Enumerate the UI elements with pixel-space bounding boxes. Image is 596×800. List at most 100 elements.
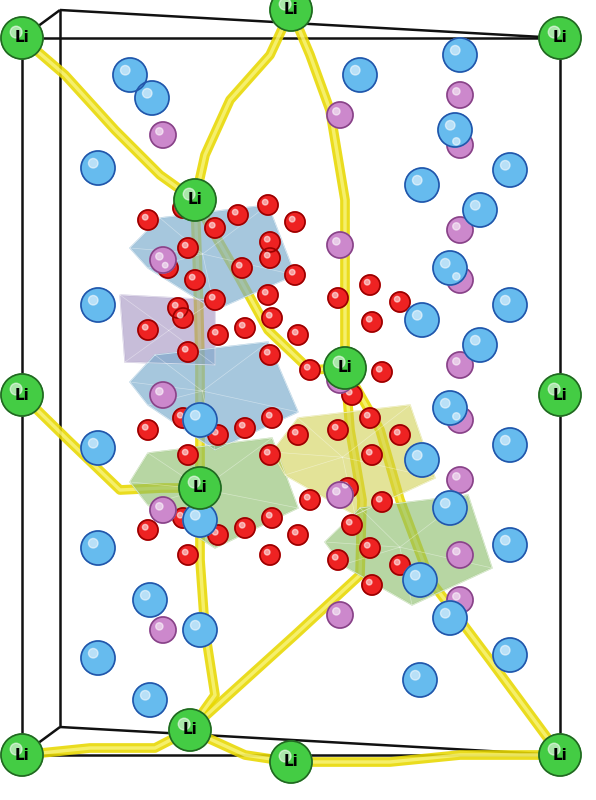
Circle shape: [142, 325, 148, 330]
Circle shape: [367, 316, 372, 322]
Circle shape: [208, 425, 228, 445]
Circle shape: [395, 296, 400, 302]
Circle shape: [440, 498, 450, 508]
Circle shape: [447, 352, 473, 378]
Circle shape: [205, 290, 225, 310]
Circle shape: [142, 89, 152, 98]
Circle shape: [260, 545, 280, 565]
Circle shape: [212, 530, 218, 535]
Circle shape: [190, 274, 195, 280]
Circle shape: [156, 388, 163, 395]
Circle shape: [447, 467, 473, 493]
Circle shape: [433, 391, 467, 425]
Circle shape: [343, 58, 377, 92]
Circle shape: [168, 298, 188, 318]
Circle shape: [440, 609, 450, 618]
Circle shape: [539, 734, 581, 776]
Circle shape: [453, 413, 460, 420]
Text: Li: Li: [552, 387, 567, 402]
Circle shape: [266, 312, 272, 318]
Circle shape: [178, 238, 198, 258]
Circle shape: [191, 510, 200, 520]
Circle shape: [173, 508, 193, 528]
Circle shape: [81, 151, 115, 185]
Circle shape: [405, 303, 439, 337]
Circle shape: [328, 288, 348, 308]
Circle shape: [1, 374, 43, 416]
Circle shape: [240, 522, 245, 528]
Circle shape: [88, 438, 98, 448]
Circle shape: [235, 318, 255, 338]
Circle shape: [285, 265, 305, 285]
Circle shape: [237, 262, 242, 268]
Circle shape: [548, 743, 560, 755]
Circle shape: [179, 467, 221, 509]
Circle shape: [260, 248, 280, 268]
Circle shape: [463, 193, 497, 227]
Circle shape: [265, 450, 270, 455]
Polygon shape: [130, 205, 295, 310]
Circle shape: [265, 253, 270, 258]
Circle shape: [212, 430, 218, 435]
Circle shape: [232, 210, 238, 215]
Circle shape: [447, 407, 473, 433]
Circle shape: [183, 503, 217, 537]
Circle shape: [342, 385, 362, 405]
Circle shape: [81, 431, 115, 465]
Circle shape: [266, 513, 272, 518]
Circle shape: [539, 17, 581, 59]
Circle shape: [191, 410, 200, 420]
Circle shape: [364, 542, 370, 548]
Circle shape: [338, 348, 358, 368]
Circle shape: [433, 601, 467, 635]
Circle shape: [493, 638, 527, 672]
Circle shape: [463, 328, 497, 362]
Circle shape: [113, 58, 147, 92]
Circle shape: [162, 262, 168, 268]
Text: Li: Li: [15, 30, 29, 46]
Circle shape: [178, 513, 183, 518]
Circle shape: [367, 450, 372, 455]
Circle shape: [240, 422, 245, 428]
Circle shape: [438, 113, 472, 147]
Circle shape: [333, 424, 338, 430]
Circle shape: [405, 443, 439, 477]
Circle shape: [142, 525, 148, 530]
Circle shape: [327, 102, 353, 128]
Circle shape: [300, 490, 320, 510]
Circle shape: [293, 430, 298, 435]
Circle shape: [372, 492, 392, 512]
Circle shape: [10, 383, 22, 395]
Circle shape: [453, 593, 460, 600]
Circle shape: [548, 26, 560, 38]
Text: Li: Li: [15, 747, 29, 762]
Circle shape: [453, 548, 460, 555]
Circle shape: [364, 413, 370, 418]
Circle shape: [447, 132, 473, 158]
Circle shape: [142, 424, 148, 430]
Circle shape: [333, 373, 340, 380]
Circle shape: [501, 295, 510, 305]
Circle shape: [447, 587, 473, 613]
Circle shape: [262, 508, 282, 528]
Circle shape: [262, 199, 268, 205]
Circle shape: [258, 285, 278, 305]
Circle shape: [172, 302, 178, 308]
Circle shape: [447, 217, 473, 243]
Circle shape: [293, 530, 298, 535]
Circle shape: [360, 408, 380, 428]
Circle shape: [88, 158, 98, 168]
Circle shape: [88, 538, 98, 548]
Circle shape: [138, 520, 158, 540]
Circle shape: [440, 258, 450, 268]
Circle shape: [305, 364, 310, 370]
Circle shape: [548, 383, 560, 395]
Circle shape: [451, 46, 460, 55]
Circle shape: [453, 138, 460, 145]
Circle shape: [228, 205, 248, 225]
Circle shape: [470, 201, 480, 210]
Circle shape: [260, 345, 280, 365]
Circle shape: [333, 608, 340, 615]
Circle shape: [342, 352, 348, 358]
Circle shape: [178, 413, 183, 418]
